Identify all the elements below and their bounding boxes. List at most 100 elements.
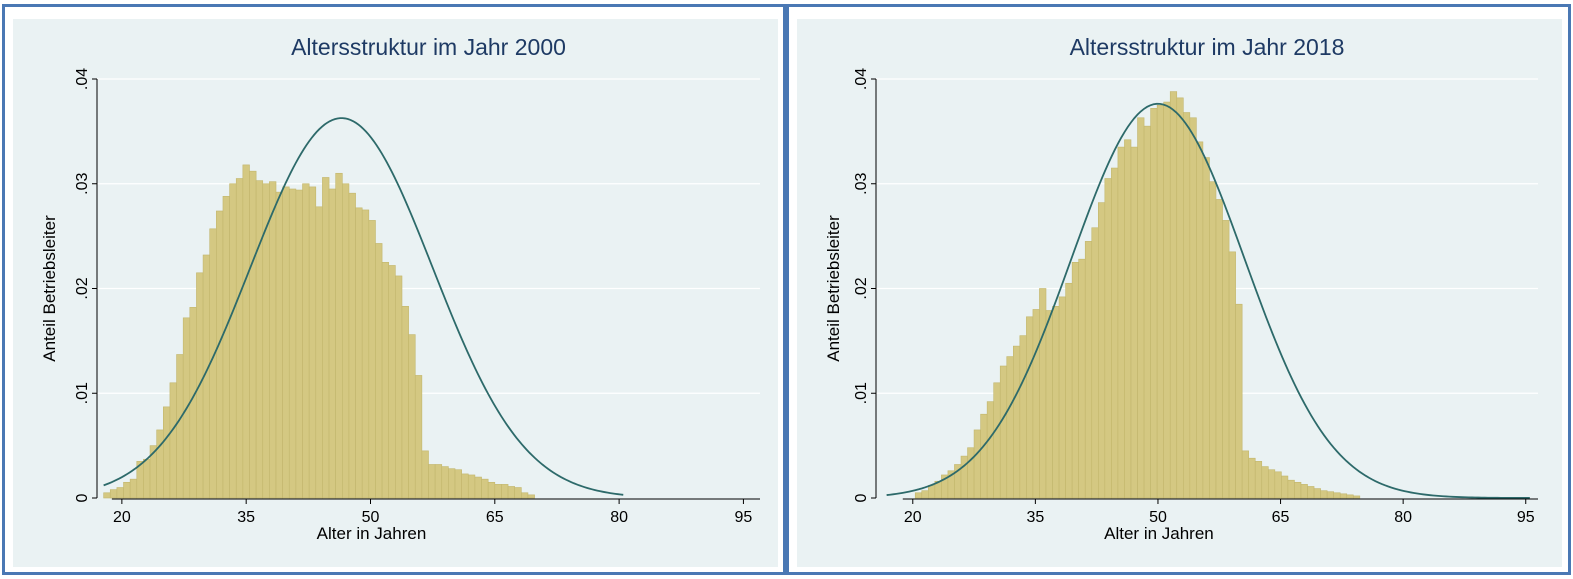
histogram-bar [262,183,270,499]
histogram-bar [1248,457,1256,499]
histogram-bar [229,183,237,499]
histogram-bar [967,447,975,499]
histogram-bar [269,181,277,499]
histogram-bar [1078,258,1086,499]
histogram-bar [375,243,383,499]
histogram-bar [143,458,151,499]
histogram-bar [308,186,317,499]
histogram-bar [129,478,138,499]
histogram-bar [395,275,403,499]
histogram-bar [507,486,515,499]
histogram-bar [914,492,923,499]
histogram-bar [1084,241,1093,499]
histogram-bar [1071,262,1079,499]
x-tick-label: 95 [735,509,753,526]
x-tick-label: 50 [362,509,380,526]
histogram-bar [1117,146,1125,499]
histogram-bar [242,164,250,499]
histogram-bar [288,188,297,499]
histogram-bar [328,188,336,499]
histogram-bar [481,478,489,499]
y-tick-label: .02 [853,277,870,299]
histogram-bar [1202,157,1210,499]
histogram-2018: 0 .01 .02 .03 .04 20 35 50 65 80 95 Altersstruktur … [797,19,1562,567]
histogram-bar [1019,335,1027,499]
y-tick-label: .04 [853,68,870,90]
histogram-bar [355,207,363,499]
histogram-bar [1163,101,1171,499]
histogram-2000: 0 .01 .02 .03 .04 20 35 50 65 80 95 Altersstruktur … [13,19,778,567]
histogram-bar [109,489,118,499]
histogram-bar [960,455,968,499]
histogram-bar [1111,167,1119,499]
histogram-bar [361,209,370,499]
histogram-bar [421,450,429,499]
panel-right: 0 .01 .02 .03 .04 20 35 50 65 80 95 Altersstruktur … [786,4,1571,575]
histogram-bar [282,186,290,499]
y-axis-label: Anteil Betriebsleiter [824,215,843,362]
x-tick-label: 35 [1026,509,1044,526]
x-tick-label: 65 [486,509,504,526]
histogram-bar [302,183,310,499]
histogram-bar [1098,202,1106,499]
histogram-bar [441,466,449,499]
histogram-bar [1156,104,1164,499]
histogram-bar [454,469,462,499]
histogram-bar [1339,493,1348,499]
histogram-bar [322,177,330,499]
histogram-bar [1320,490,1328,499]
histogram-bar [921,490,929,499]
histogram-bar [1228,251,1236,499]
normal-density-curve [103,117,624,496]
histogram-bar [176,354,184,499]
chart-title: Altersstruktur im Jahr 2000 [291,34,566,60]
y-tick-label: .04 [74,68,91,90]
histogram-bar [487,481,496,499]
histogram-bar [1169,91,1178,499]
histogram-bar [1091,227,1099,499]
histogram-bar [1039,288,1047,499]
histogram-bar [1065,282,1073,499]
histogram-bar [1130,146,1138,499]
x-tick-label: 65 [1272,509,1290,526]
histogram-bar [401,306,409,499]
histogram-bar [1150,108,1158,499]
histogram-bar [527,494,535,499]
histogram-bar [1254,461,1263,499]
histogram-bar [1143,125,1151,499]
histogram-bar [1176,97,1184,499]
histogram-bar [1294,481,1302,499]
histogram-bar [973,429,981,499]
histogram-bar [255,180,264,499]
histogram-bar [388,265,396,499]
histogram-bar [1104,178,1112,499]
histogram-bar [1281,475,1289,499]
histogram-bar [1241,450,1249,499]
histogram-bar [1052,306,1060,499]
y-axis-label: Anteil Betriebsleiter [40,215,59,362]
histogram-bar [342,183,350,499]
histogram-bar [414,375,423,499]
histogram-bar [116,487,124,499]
y-tick-label: 0 [74,493,91,502]
histogram-bar [156,429,164,499]
histogram-bar [1267,469,1276,499]
histogram-bar [1300,484,1308,499]
histogram-bar [123,481,131,499]
x-tick-label: 20 [113,509,131,526]
histogram-bar [348,192,356,499]
histogram-bar [928,485,936,499]
x-tick-label: 80 [1394,509,1412,526]
histogram-bar [222,196,230,499]
x-tick-label: 20 [904,509,922,526]
histogram-bar [434,464,443,499]
normal-density-curve [886,102,1530,499]
histogram-bar [474,476,482,499]
histogram-bar [216,210,224,499]
histogram-bar [1346,494,1354,499]
histogram-bar [461,473,469,499]
histogram-bar [467,474,476,499]
histogram-bar [368,220,376,499]
histogram-bar [501,484,509,499]
